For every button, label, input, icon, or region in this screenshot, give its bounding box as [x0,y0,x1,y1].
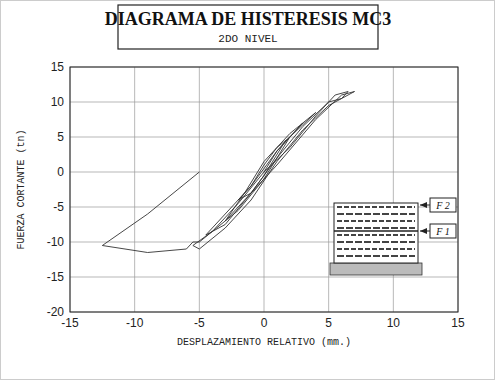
annotation: F 1 [435,226,450,237]
inset-bricks [337,213,415,215]
annotation-box [430,198,456,212]
x-axis-label: DESPLAZAMIENTO RELATIVO (mm.) [177,337,351,348]
tick-label: -15 [47,270,65,284]
chart: DIAGRAMA DE HISTERESIS MC3 2DO NIVEL -15 -1… [0,0,495,380]
tick-label: 5 [57,130,64,144]
inset-slab [334,230,418,232]
grid-line [328,67,329,312]
inset-wall [334,203,418,263]
tick-label: 0 [261,316,268,330]
annotation-box [430,224,456,238]
inset-bricks [337,227,415,229]
background [1,1,495,380]
inset-arrowhead [420,228,427,234]
tick-label: 0 [57,165,64,179]
plot-frame [70,67,458,312]
title: DIAGRAMA DE HISTERESIS MC3 [105,9,392,29]
grid-line [134,67,135,312]
inset-bricks [337,241,415,243]
tick-label: -5 [194,316,205,330]
annotation: F 2 [435,200,450,211]
tick-label: 10 [51,95,65,109]
grid-line [70,102,458,103]
tick-label: 10 [387,316,401,330]
subtitle: 2DO NIVEL [218,33,277,45]
tick-label: -10 [126,316,144,330]
tick-label: -5 [53,200,64,214]
inset-bricks [337,248,415,250]
grid-line [199,67,200,312]
inset-bricks [337,234,415,236]
tick-label: -20 [47,305,65,319]
y-axis-label: FUERZA CORTANTE (tn) [16,129,27,249]
tick-label: 5 [325,316,332,330]
hysteresis-line [102,92,354,253]
inset-bricks [337,255,415,257]
grid-line [70,277,458,278]
inset-base [330,263,422,275]
inset-arrowhead [420,202,427,208]
tick-label: 15 [451,316,465,330]
plot-area [102,92,354,253]
inset-bricks [337,206,415,208]
grid-line [70,137,458,138]
tick-label: 15 [51,60,65,74]
inset-bricks [337,220,415,222]
tick-label: -10 [47,235,65,249]
grid-line [264,67,265,312]
